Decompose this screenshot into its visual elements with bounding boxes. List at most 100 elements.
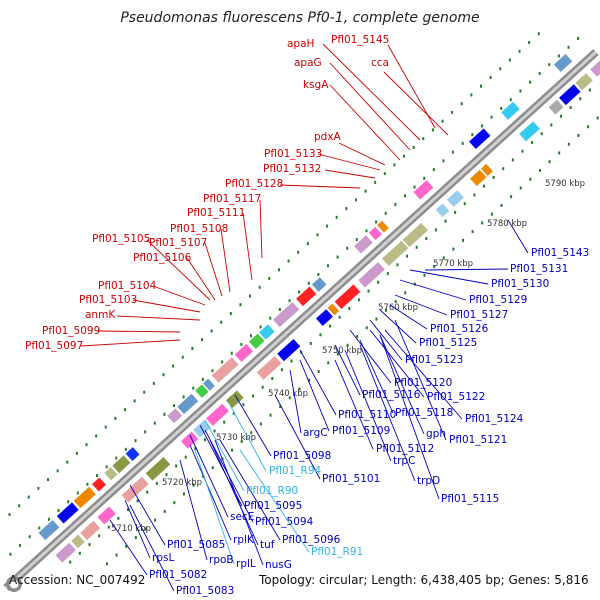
tick-mark [393,163,396,167]
gene-block [256,356,282,380]
tick-mark [37,486,40,490]
gene-label[interactable]: Pfl01_5115 [441,493,499,505]
gene-label[interactable]: Pfl01_5098 [273,450,331,462]
leader-line [394,294,448,316]
tick-mark [538,168,541,172]
tick-mark [69,560,72,564]
gene-label[interactable]: Pfl01_5132 [263,163,321,175]
gene-label[interactable]: Pfl01_5099 [42,325,100,337]
gene-label[interactable]: Pfl01_5106 [133,252,192,264]
tick-mark [280,368,283,372]
leader-line [507,219,529,254]
gene-label[interactable]: tuf [260,539,275,551]
gene-label[interactable]: apaG [294,57,322,69]
gene-label[interactable]: rpoB [209,554,234,566]
gene-label[interactable]: Pfl01_5108 [170,223,228,235]
gene-label[interactable]: Pfl01_5125 [419,337,477,349]
gene-label[interactable]: rplL [236,558,256,570]
tick-mark [529,177,532,181]
gene-label[interactable]: Pfl01_5109 [332,425,390,437]
gene-label[interactable]: Pfl01_5083 [176,585,234,597]
tick-mark [261,385,264,389]
tick-mark [460,102,463,106]
gene-label[interactable]: Pfl01_5133 [264,148,322,160]
gene-label[interactable]: Pfl01_5111 [187,207,245,219]
leader-line [239,449,310,553]
gene-label[interactable]: trpD [417,475,440,487]
gene-label[interactable]: Pfl01_5130 [491,278,549,290]
tick-mark [432,168,435,172]
tick-mark [163,412,166,416]
gene-label[interactable]: Pfl01_5105 [92,233,150,245]
gene-label[interactable]: Pfl01_5116 [362,389,421,401]
gene-label[interactable]: gph [426,428,446,440]
gene-label[interactable]: ksgA [303,79,329,91]
gene-label[interactable]: Pfl01_5110 [338,409,396,421]
tick-mark [461,238,464,242]
gene-block [225,390,244,408]
gene-label[interactable]: argC [303,427,328,439]
tick-mark [146,490,149,494]
tick-mark [114,416,117,420]
gene-block [92,477,107,492]
gene-label[interactable]: Pfl01_5085 [167,539,225,551]
tick-mark [367,289,370,293]
gene-label[interactable]: pdxA [314,131,342,143]
gene-block [548,99,564,115]
tick-mark [519,89,522,93]
gene-label[interactable]: Pfl01_5112 [376,443,434,455]
tick-mark [365,326,368,330]
tick-mark [423,176,426,180]
gene-label[interactable]: cca [371,57,389,69]
leader-line [194,449,235,565]
tick-mark [200,338,203,342]
leader-line [109,519,148,576]
gene-label[interactable]: Pfl01_5097 [25,340,83,352]
gene-label[interactable]: rpsL [152,552,174,564]
gene-label[interactable]: Pfl01_5101 [322,473,380,485]
gene-label[interactable]: Pfl01_5124 [465,413,524,425]
gene-track-upper [38,53,573,541]
gene-label[interactable]: Pfl01_5129 [469,294,527,306]
gene-label[interactable]: nusG [265,559,292,571]
gene-label[interactable]: secE [230,511,254,523]
gene-label[interactable]: Pfl01_5094 [255,516,314,528]
rna-label[interactable]: Pfl01_R91 [311,546,363,558]
gene-label[interactable]: Pfl01_5143 [531,247,589,259]
gene-label[interactable]: Pfl01_5127 [450,309,508,321]
gene-label[interactable]: Pfl01_5118 [395,407,453,419]
tick-mark [508,58,511,62]
gene-label[interactable]: Pfl01_5131 [510,263,568,275]
gene-label[interactable]: Pfl01_5123 [405,354,463,366]
tick-mark [56,469,59,473]
gene-block [177,393,199,415]
gene-label[interactable]: Pfl01_5096 [282,534,341,546]
tick-mark [451,110,454,114]
gene-block [315,309,333,326]
tick-mark [57,509,60,513]
gene-label[interactable]: Pfl01_5120 [394,377,452,389]
gene-label[interactable]: Pfl01_5107 [149,237,207,249]
gene-label[interactable]: rplK [233,534,255,546]
rna-label[interactable]: Pfl01_R90 [246,485,298,497]
gene-label[interactable]: Pfl01_5122 [427,391,485,403]
tick-mark [19,543,22,547]
tick-mark [348,307,351,311]
gene-label[interactable]: Pfl01_5145 [331,34,389,46]
gene-label[interactable]: Pfl01_5103 [79,294,137,306]
gene-label[interactable]: Pfl01_5095 [244,500,302,512]
gene-label[interactable]: Pfl01_5126 [430,323,489,335]
gene-label[interactable]: trpC [393,455,415,467]
rna-label[interactable]: Pfl01_R94 [269,465,322,477]
tick-mark [191,346,194,350]
gene-label[interactable]: apaH [287,38,314,50]
tick-mark [201,377,204,381]
gene-label[interactable]: Pfl01_5082 [149,569,207,581]
gene-label[interactable]: anmK [85,309,116,321]
gene-label[interactable]: Pfl01_5128 [225,178,283,190]
gene-label[interactable]: Pfl01_5117 [203,193,261,205]
gene-label[interactable]: Pfl01_5104 [98,280,157,292]
tick-mark [134,439,137,443]
gene-label[interactable]: Pfl01_5121 [449,434,507,446]
tick-mark [95,434,98,438]
